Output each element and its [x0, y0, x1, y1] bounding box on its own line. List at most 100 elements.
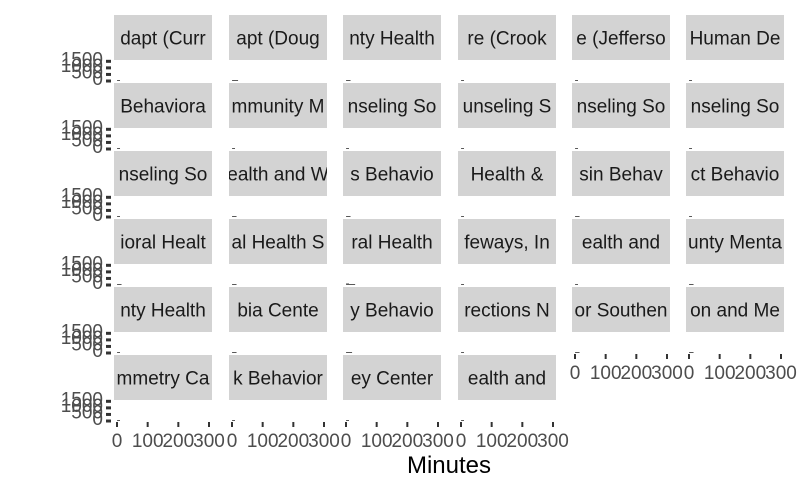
facet-panel: y Behavio [343, 287, 441, 353]
x-tick-label: 200 [506, 431, 538, 452]
facet-strip [343, 83, 441, 128]
histogram-bar [232, 216, 236, 217]
facet-panel: or Southen [572, 287, 670, 353]
x-tick-label: 300 [308, 431, 340, 452]
panel-background [343, 196, 441, 217]
facet-strip-label: al Health S [232, 233, 325, 254]
facet-panel: nseling So [686, 83, 784, 149]
x-tick-label: 200 [734, 363, 766, 384]
histogram-bar [347, 80, 351, 81]
histogram-bar [349, 284, 353, 285]
facet-strip-label: Health & [471, 165, 544, 186]
histogram-bar [232, 148, 236, 149]
facet-strip [572, 83, 670, 128]
facet-strip [229, 219, 327, 264]
panel-background [572, 332, 670, 353]
panel-background [229, 400, 327, 421]
y-tick-label: 1500 [61, 253, 103, 274]
histogram-bar [352, 284, 356, 285]
y-tick-label: 1500 [61, 389, 103, 410]
facet-strip [229, 83, 327, 128]
facet-strip [343, 15, 441, 60]
x-tick-label: 100 [132, 431, 164, 452]
histogram-bar [232, 80, 236, 81]
x-tick-label: 100 [476, 431, 508, 452]
histogram-bar [689, 80, 693, 81]
y-tick-label: 1000 [61, 396, 103, 417]
y-tick-label: 500 [71, 198, 103, 219]
facet-strip-label: feways, In [464, 233, 550, 254]
y-tick-label: 1500 [61, 321, 103, 342]
facet-strip [229, 15, 327, 60]
facet-strip-label: nseling So [691, 97, 780, 118]
facet-strip [458, 287, 556, 332]
x-tick-label: 0 [341, 431, 352, 452]
panel-background [343, 128, 441, 149]
facet-panel: rections N [458, 287, 556, 353]
x-tick-label: 100 [590, 363, 622, 384]
facet-strip [458, 15, 556, 60]
facet-panel: mmunity M [229, 83, 327, 149]
y-tick-label: 1500 [61, 49, 103, 70]
facet-strip-label: on and Me [690, 301, 780, 322]
facet-strip-label: unseling S [463, 97, 552, 118]
facet-strip-label: Behaviora [120, 97, 206, 118]
facet-strip-label: y Behavio [350, 301, 433, 322]
facet-strip-label: dapt (Curr [120, 29, 206, 50]
y-tick-label: 0 [92, 273, 103, 294]
facet-panel: ealth and [572, 219, 670, 285]
histogram-bar [689, 284, 693, 285]
x-tick-label: 200 [162, 431, 194, 452]
facet-strip-label: ral Health [351, 233, 432, 254]
x-tick-label: 0 [684, 363, 695, 384]
panel-background [686, 332, 784, 353]
facet-strip [458, 83, 556, 128]
y-tick-label: 0 [92, 341, 103, 362]
panel-background [343, 400, 441, 421]
histogram-bar [461, 216, 465, 217]
panel-background [458, 196, 556, 217]
facet-panel: unseling S [458, 83, 556, 149]
facet-panel: sin Behav [572, 151, 670, 217]
facet-strip-label: s Behavio [350, 165, 433, 186]
facet-strip [686, 287, 784, 332]
facet-panel: apt (Doug [229, 15, 327, 81]
facet-panel: nseling So [114, 151, 212, 217]
histogram-bar [117, 148, 121, 149]
facet-strip-label: nseling So [348, 97, 437, 118]
facet-panel: e (Jefferso [572, 15, 670, 81]
histogram-bar [346, 352, 350, 353]
facet-panel: al Health S [229, 219, 327, 285]
histogram-bar [576, 352, 580, 353]
facet-strip [343, 219, 441, 264]
histogram-bar [117, 284, 121, 285]
panel-background [686, 60, 784, 81]
facet-strip [458, 219, 556, 264]
histogram-bar [117, 420, 121, 421]
panel-background [343, 264, 441, 285]
y-tick-label: 1500 [61, 185, 103, 206]
facet-strip [686, 151, 784, 196]
facet-panel: unty Menta [686, 219, 784, 285]
x-tick-label: 300 [422, 431, 454, 452]
x-tick-label: 200 [620, 363, 652, 384]
panels-layer: dapt (Curr apt (Doug nty Health re (Crook e … [114, 15, 784, 421]
facet-panel: dapt (Curr [114, 15, 212, 81]
facet-strip-label: ealth and [468, 369, 546, 390]
histogram-bar [689, 352, 693, 353]
facet-strip [572, 151, 670, 196]
facet-strip-label: nty Health [349, 29, 435, 50]
histogram-bar [118, 284, 122, 285]
facet-strip [343, 151, 441, 196]
facet-strip [572, 219, 670, 264]
facet-panel: ealth and [458, 355, 556, 421]
facet-panel: feways, In [458, 219, 556, 285]
y-tick-label: 0 [92, 205, 103, 226]
facet-panel: ct Behavio [686, 151, 784, 217]
panel-background [114, 332, 212, 353]
x-tick-label: 0 [227, 431, 238, 452]
facet-strip-label: ioral Healt [120, 233, 206, 254]
panel-background [458, 400, 556, 421]
